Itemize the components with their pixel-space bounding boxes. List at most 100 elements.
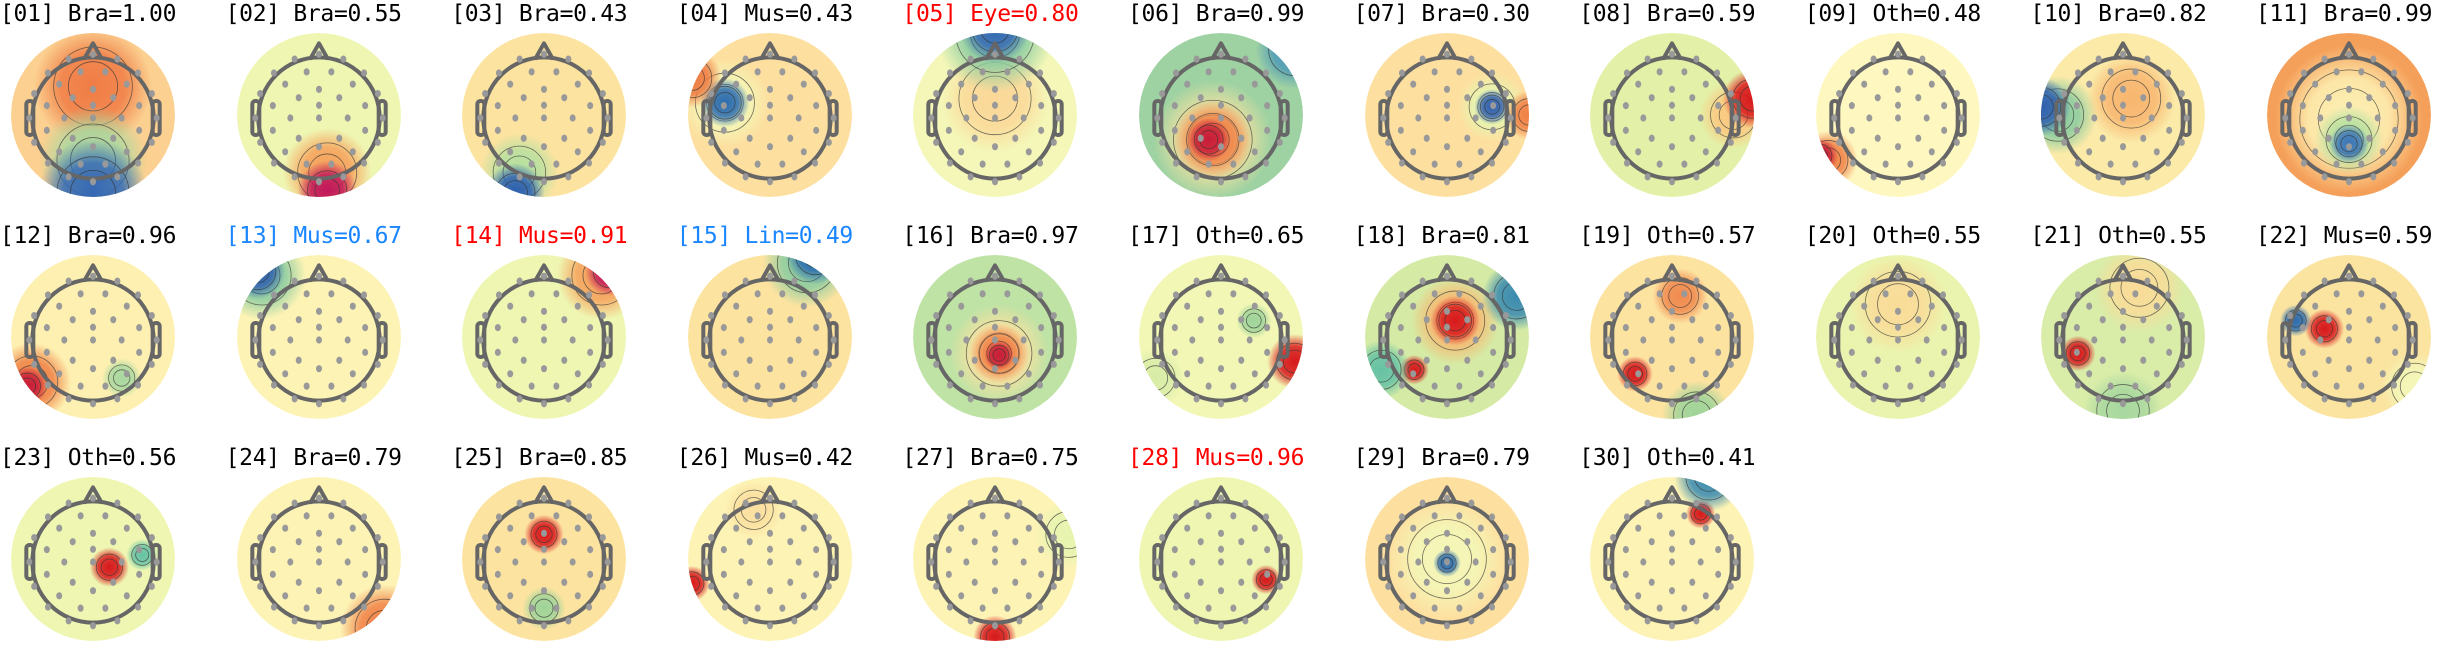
electrode-dot bbox=[1640, 558, 1647, 566]
electrode-dot bbox=[2086, 80, 2093, 88]
electrode-dot bbox=[1419, 173, 1426, 181]
electrode-dot bbox=[69, 316, 76, 324]
electrode-dot bbox=[26, 336, 33, 344]
electrode-dot bbox=[2325, 316, 2332, 324]
electrodes bbox=[26, 272, 160, 408]
contour-line bbox=[2106, 394, 2141, 419]
electrode-dot bbox=[1894, 143, 1901, 151]
electrode-dot bbox=[315, 529, 322, 537]
electrode-dot bbox=[1172, 159, 1179, 167]
electrode-dot bbox=[703, 114, 710, 122]
contour-line bbox=[2310, 315, 2338, 343]
electrode-dot bbox=[1281, 336, 1288, 344]
electrode-dot bbox=[1038, 102, 1045, 110]
electrode-dot bbox=[1715, 348, 1722, 356]
electrode-dot bbox=[374, 312, 381, 320]
electrode-dot bbox=[496, 603, 503, 611]
topomap bbox=[236, 477, 401, 641]
electrode-dot bbox=[1038, 324, 1045, 332]
electrode-dot bbox=[1038, 348, 1045, 356]
electrode-dot bbox=[1894, 272, 1901, 280]
panel-title: [14] Mus=0.91 bbox=[451, 223, 628, 249]
electrode-dot bbox=[1012, 134, 1019, 142]
electrode-dot bbox=[1835, 312, 1842, 320]
electrode-dot bbox=[1870, 395, 1877, 403]
electrode-dot bbox=[2404, 360, 2411, 368]
electrode-dot bbox=[2149, 114, 2156, 122]
electrode-dot bbox=[77, 512, 84, 520]
electrode-dot bbox=[335, 316, 342, 324]
electrode-dot bbox=[812, 570, 819, 578]
electrode-dot bbox=[1398, 513, 1405, 521]
topomap bbox=[913, 255, 1078, 419]
electrode-dot bbox=[295, 578, 302, 586]
electrode-dot bbox=[2391, 69, 2398, 77]
electrode-dot bbox=[1463, 356, 1470, 364]
electrode-dot bbox=[1423, 356, 1430, 364]
electrode-dot bbox=[2120, 307, 2127, 315]
electrode-dot bbox=[574, 302, 581, 310]
electrode-dot bbox=[600, 534, 607, 542]
electrode-dot bbox=[482, 138, 489, 146]
electrode-dot bbox=[1835, 138, 1842, 146]
electrode-dot bbox=[482, 360, 489, 368]
electrode-dot bbox=[1507, 114, 1514, 122]
electrode-dot bbox=[2299, 348, 2306, 356]
electrode-dot bbox=[281, 524, 288, 532]
electrode-dot bbox=[135, 159, 142, 167]
electrode-dot bbox=[1379, 336, 1386, 344]
electrode-dot bbox=[1669, 587, 1676, 595]
electrode-dot bbox=[1669, 143, 1676, 151]
electrode-dot bbox=[281, 370, 288, 378]
electrode-dot bbox=[1264, 348, 1271, 356]
electrode-dot bbox=[1056, 558, 1063, 566]
electrode-dot bbox=[1894, 365, 1901, 373]
electrode-dot bbox=[720, 102, 727, 110]
electrode-dot bbox=[65, 499, 72, 507]
electrode-dot bbox=[1205, 604, 1212, 612]
electrode-dot bbox=[1623, 102, 1630, 110]
electrode-dot bbox=[1507, 558, 1514, 566]
electrode-dot bbox=[1443, 307, 1450, 315]
electrode-dot bbox=[1197, 94, 1204, 102]
electrode-dot bbox=[968, 617, 975, 625]
electrode-dot bbox=[256, 582, 263, 590]
electrode-dot bbox=[2056, 336, 2063, 344]
electrode-dot bbox=[779, 382, 786, 390]
electrode-dot bbox=[516, 173, 523, 181]
electrode-dot bbox=[2166, 126, 2173, 134]
electrode-dot bbox=[553, 512, 560, 520]
electrode-dot bbox=[1939, 291, 1946, 299]
electrode-dot bbox=[1419, 499, 1426, 507]
electrode-dot bbox=[1423, 94, 1430, 102]
electrode-dot bbox=[1004, 160, 1011, 168]
electrodes bbox=[1379, 494, 1514, 630]
electrode-dot bbox=[507, 524, 514, 532]
electrode-dot bbox=[1907, 68, 1914, 76]
electrode-dot bbox=[586, 513, 593, 521]
contour-line bbox=[794, 255, 835, 276]
electrode-dot bbox=[1928, 148, 1935, 156]
electrode-dot bbox=[1669, 622, 1676, 630]
electrode-dot bbox=[1681, 290, 1688, 298]
electrode-dot bbox=[787, 94, 794, 102]
electrode-dot bbox=[980, 160, 987, 168]
electrode-dot bbox=[1230, 290, 1237, 298]
electrode-dot bbox=[110, 578, 117, 586]
panel-title: [18] Bra=0.81 bbox=[1353, 223, 1530, 249]
electrode-dot bbox=[1184, 524, 1191, 532]
electrode-dot bbox=[1894, 85, 1901, 93]
electrode-dot bbox=[77, 382, 84, 390]
panel-title: [26] Mus=0.42 bbox=[676, 445, 853, 471]
electrode-dot bbox=[541, 85, 548, 93]
electrode-dot bbox=[1051, 582, 1058, 590]
electrode-dot bbox=[825, 582, 832, 590]
electrodes bbox=[2282, 272, 2416, 408]
electrode-dot bbox=[2333, 290, 2340, 298]
electrode-dot bbox=[360, 69, 367, 77]
electrode-dot bbox=[565, 173, 572, 181]
electrode-dot bbox=[733, 370, 740, 378]
electrode-dot bbox=[269, 324, 276, 332]
electrode-dot bbox=[31, 582, 38, 590]
panel-title: [27] Bra=0.75 bbox=[902, 445, 1079, 471]
